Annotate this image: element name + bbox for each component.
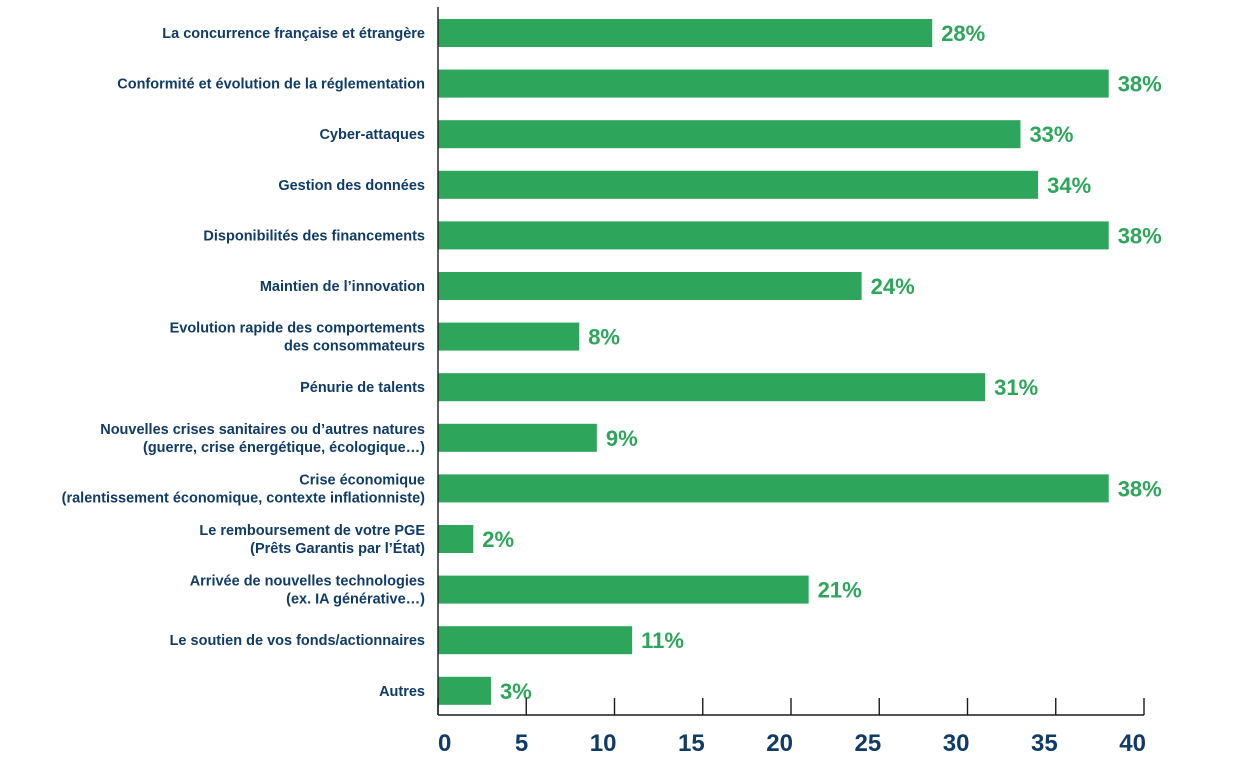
category-label: Maintien de l’innovation [260, 279, 425, 295]
x-tick-label: 5 [515, 730, 528, 757]
value-label: 38% [1118, 223, 1162, 248]
category-label: (guerre, crise énergétique, écologique…) [143, 440, 425, 456]
x-tick-label: 20 [766, 730, 793, 757]
x-tick-label: 30 [943, 730, 970, 757]
value-label: 33% [1029, 122, 1073, 147]
category-label: Nouvelles crises sanitaires ou d’autres … [100, 422, 425, 438]
category-label: La concurrence française et étrangère [162, 26, 425, 42]
bar [438, 221, 1109, 250]
x-tick-label: 40 [1119, 730, 1146, 757]
category-label: (ralentissement économique, contexte inf… [62, 490, 426, 506]
bar [438, 322, 580, 351]
category-label: Cyber-attaques [319, 127, 425, 143]
x-tick-label: 35 [1031, 730, 1058, 757]
category-label: Arrivée de nouvelles technologies [190, 574, 425, 590]
value-label: 28% [941, 21, 985, 46]
category-label: (ex. IA générative…) [286, 592, 425, 608]
value-label: 38% [1118, 476, 1162, 501]
bar [438, 626, 633, 655]
category-labels-group: La concurrence française et étrangère Con… [62, 26, 426, 700]
bar [438, 575, 809, 604]
category-label: Evolution rapide des comportements [170, 321, 425, 337]
value-label: 2% [482, 527, 514, 552]
x-tick-label: 10 [590, 730, 617, 757]
value-label: 21% [818, 578, 862, 603]
value-label: 24% [871, 274, 915, 299]
bar [438, 69, 1109, 98]
x-tick-label: 25 [855, 730, 882, 757]
category-label: Pénurie de talents [300, 380, 425, 396]
tick-labels-group: 0 5 10 15 20 25 30 35 40 [438, 730, 1146, 757]
category-label: (Prêts Garantis par l’État) [250, 540, 425, 557]
bar [438, 423, 597, 452]
bar [438, 676, 491, 705]
bar [438, 170, 1039, 199]
x-tick-label: 15 [678, 730, 705, 757]
value-label: 11% [641, 628, 684, 653]
category-label: Conformité et évolution de la réglementa… [117, 77, 425, 93]
bar [438, 474, 1109, 503]
value-label: 38% [1118, 72, 1162, 97]
bar [438, 120, 1021, 149]
category-label: Crise économique [299, 472, 425, 488]
x-tick-label: 0 [438, 730, 451, 757]
value-labels-group: 28% 38% 33% 34% 38% 24% 8% 31% 9% 38% 2% 21% 11% 3% [482, 21, 1161, 704]
bar [438, 19, 933, 47]
value-label: 3% [500, 679, 532, 704]
value-label: 8% [588, 325, 620, 350]
value-label: 31% [994, 375, 1038, 400]
bar [438, 525, 474, 553]
bar [438, 272, 862, 300]
bars-group [438, 19, 1109, 705]
category-label: Disponibilités des financements [203, 228, 425, 244]
category-label: Gestion des données [278, 178, 425, 194]
value-label: 9% [606, 426, 638, 451]
category-label: des consommateurs [284, 339, 425, 355]
category-label: Autres [379, 684, 425, 700]
value-label: 34% [1047, 173, 1091, 198]
category-label: Le soutien de vos fonds/actionnaires [170, 633, 425, 649]
category-label: Le remboursement de votre PGE [199, 523, 425, 539]
axes-group [437, 7, 1145, 716]
bar [438, 373, 986, 402]
